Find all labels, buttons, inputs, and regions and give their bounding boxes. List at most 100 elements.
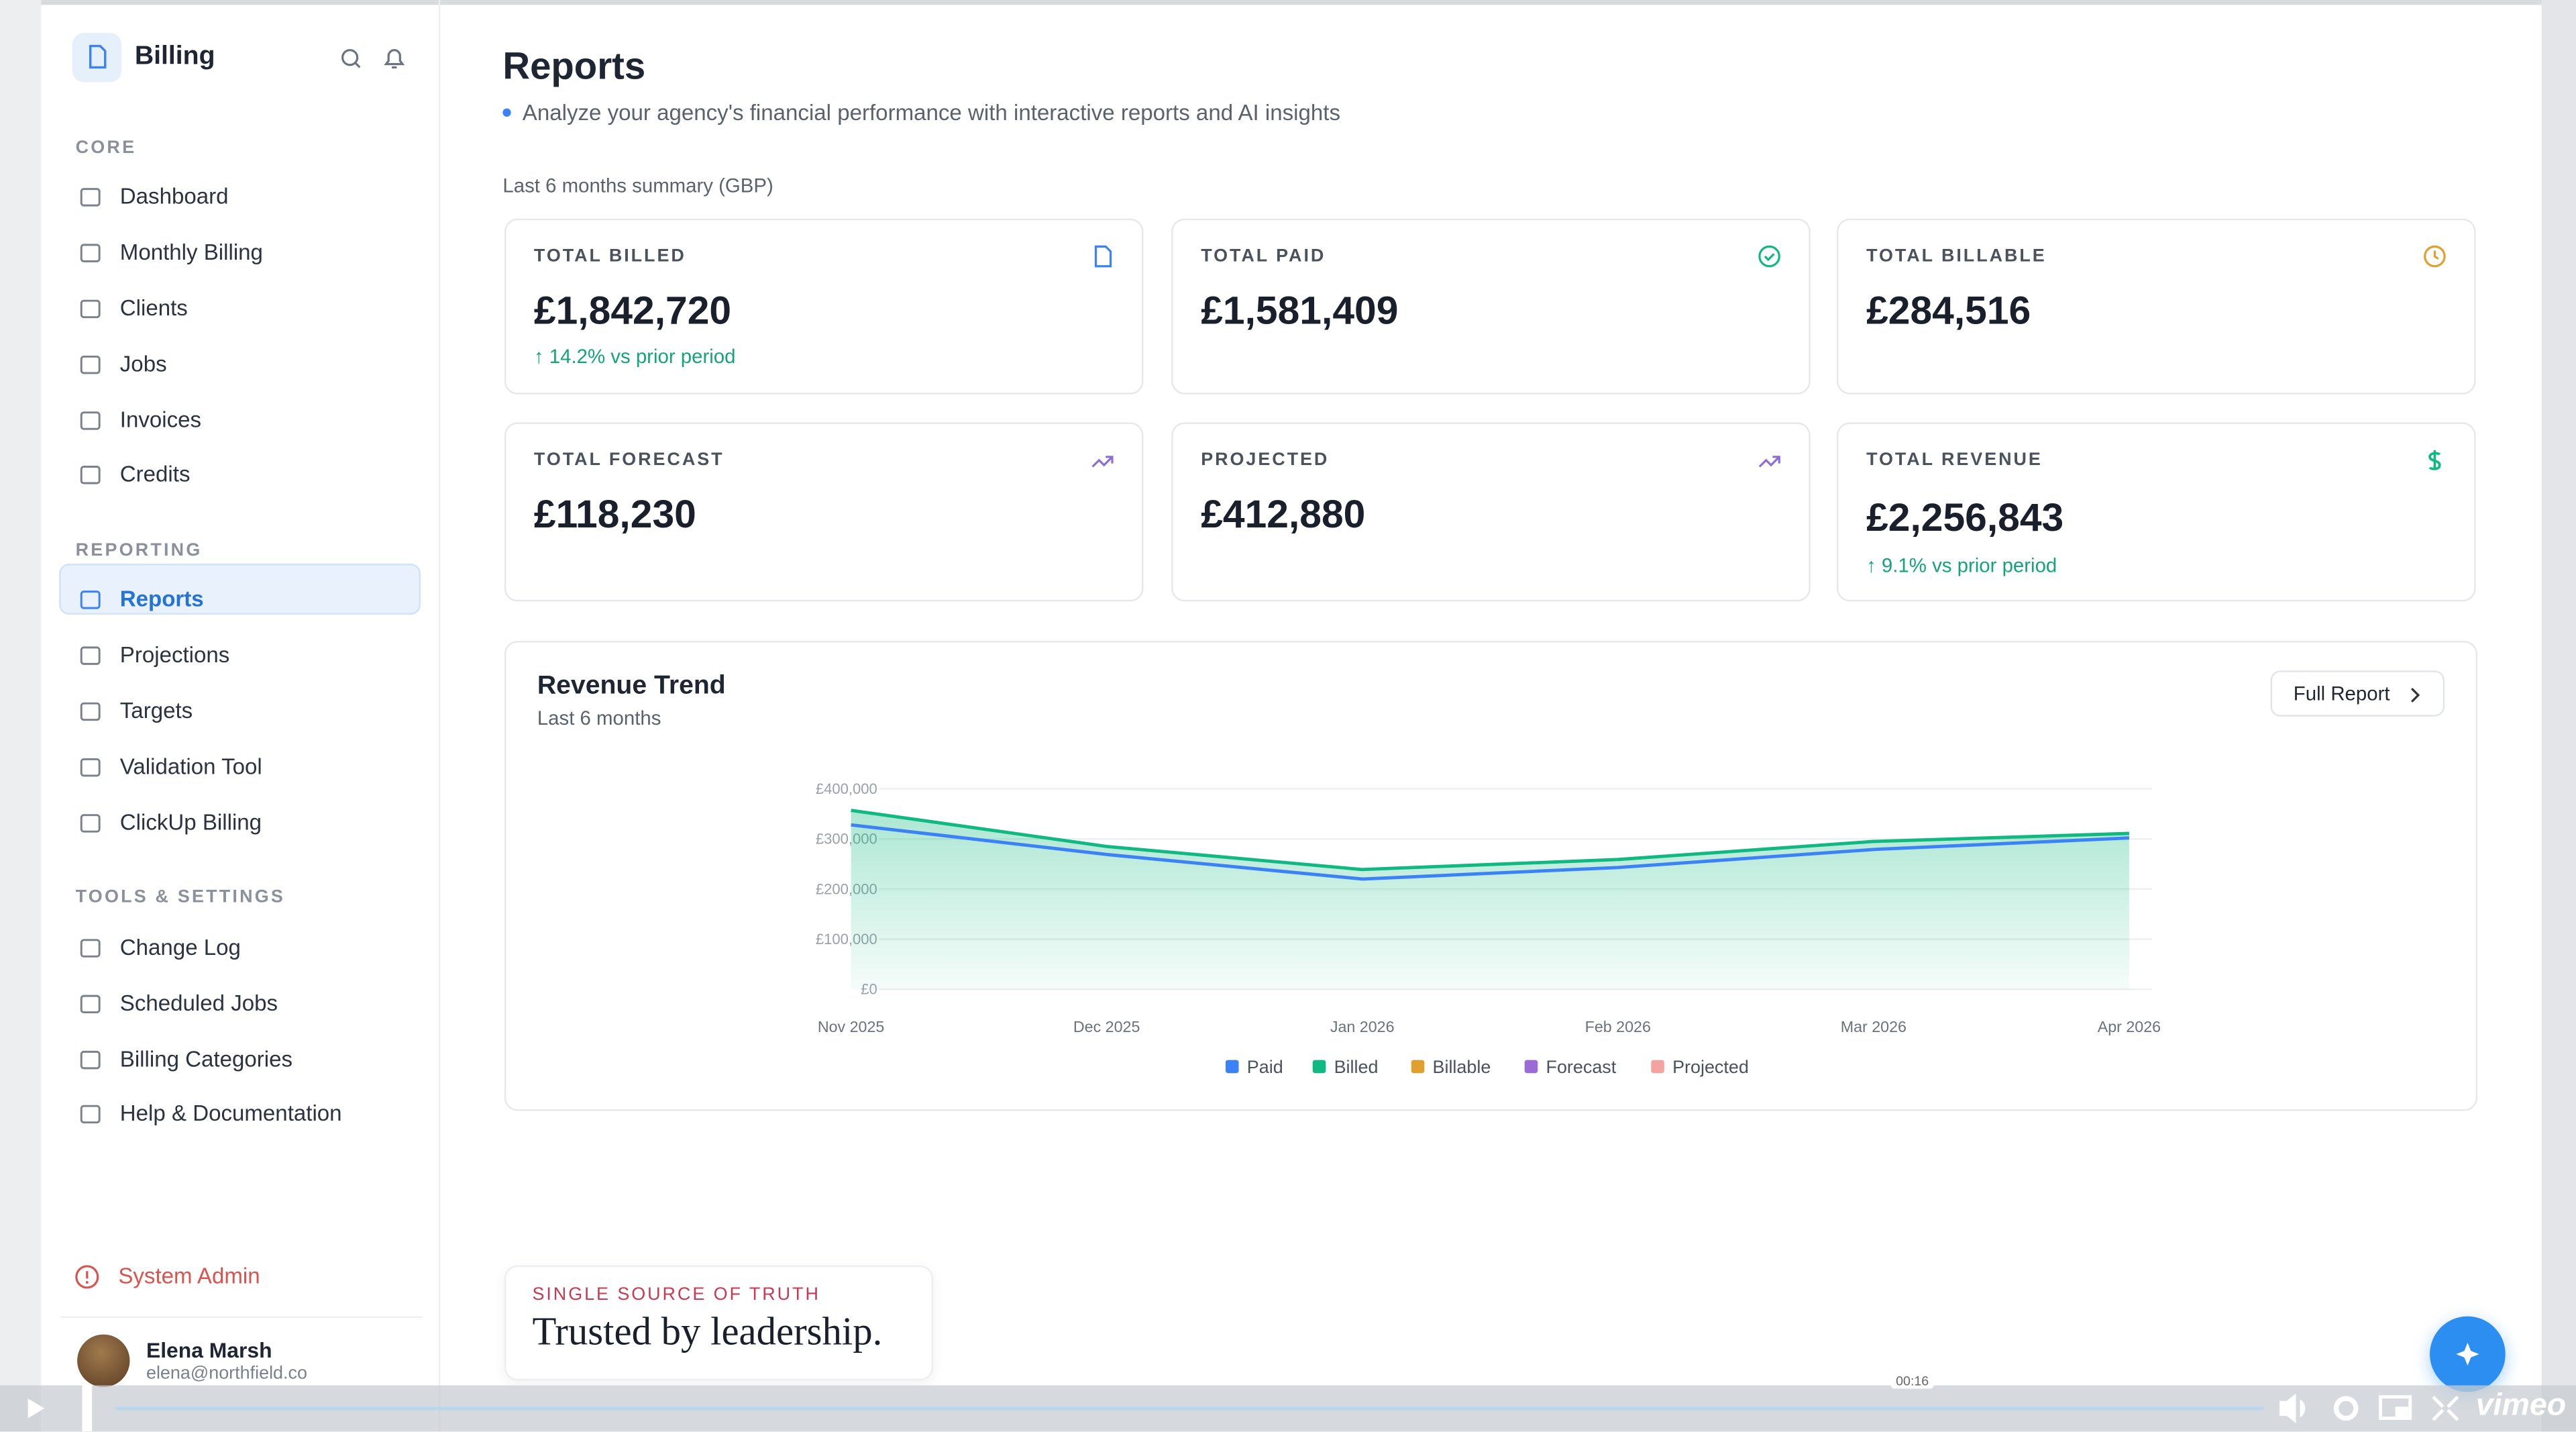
video-brand: vimeo (2475, 1388, 2567, 1423)
legend-swatch (1524, 1060, 1538, 1074)
card-label: TOTAL PAID (1201, 246, 1326, 266)
x-tick-label: Mar 2026 (1841, 1018, 1907, 1035)
nav-item[interactable]: Invoices (119, 407, 202, 433)
button-label[interactable]: Full Report (2293, 682, 2390, 705)
card-icon (1091, 456, 1114, 468)
banner-eyebrow: SINGLE SOURCE OF TRUTH (532, 1285, 820, 1305)
divider (60, 1316, 423, 1319)
nav-item[interactable]: Reports (119, 586, 204, 612)
avatar (77, 1334, 130, 1387)
nav-item[interactable]: Dashboard (119, 184, 229, 209)
card-icon (1758, 456, 1780, 468)
chevron[interactable] (2407, 687, 2423, 703)
nav-icon (80, 702, 101, 721)
legend-label: Paid (1247, 1057, 1283, 1077)
stat-card: TOTAL FORECAST £118,230 (504, 422, 1144, 602)
legend-label: Forecast (1546, 1057, 1617, 1077)
stat-card: TOTAL BILLED £1,842,720 ↑ 14.2% vs prior p… (504, 218, 1144, 395)
brand-name: Billing (134, 42, 215, 71)
x-tick-label: Dec 2025 (1073, 1018, 1140, 1035)
nav-item[interactable]: Change Log (119, 935, 241, 960)
nav-item[interactable]: Help & Documentation (119, 1101, 342, 1126)
bullet (502, 108, 511, 117)
card-value: £284,516 (1866, 289, 2031, 334)
card-value: £1,842,720 (533, 289, 732, 334)
user-email: elena@northfield.co (146, 1364, 308, 1384)
top-icons[interactable] (337, 46, 409, 72)
card-value: £412,880 (1201, 493, 1366, 538)
full-report-button[interactable]: Full Report (2270, 670, 2445, 717)
nav-item[interactable]: Scheduled Jobs (119, 990, 278, 1016)
user-name: Elena Marsh (146, 1337, 272, 1363)
banner-text: Trusted by leadership. (532, 1311, 883, 1354)
card-value: £2,256,843 (1866, 496, 2064, 541)
x-tick-label: Apr 2026 (2098, 1018, 2161, 1035)
legend-swatch (1651, 1060, 1664, 1074)
nav-item[interactable]: Clients (119, 295, 188, 321)
nav-item[interactable]: ClickUp Billing (119, 810, 262, 835)
nav-icon (80, 299, 101, 319)
nav-icon (80, 591, 101, 609)
nav-item[interactable]: Projections (119, 642, 230, 668)
card-label: PROJECTED (1201, 450, 1330, 470)
brand-logo (72, 32, 122, 83)
video-controls[interactable] (0, 1385, 2576, 1432)
nav-item[interactable]: Targets (119, 698, 193, 723)
brand-icon (89, 44, 107, 69)
card-label: TOTAL BILLED (533, 246, 686, 266)
nav-heading: CORE (75, 138, 137, 158)
card-delta: ↑ 9.1% vs prior period (1866, 554, 2057, 577)
nav-item[interactable]: Validation Tool (119, 754, 262, 779)
video-time: 00:16 (1890, 1374, 1934, 1389)
stat-card: PROJECTED £412,880 (1171, 422, 1811, 602)
x-tick-label: Nov 2025 (818, 1018, 885, 1035)
nav-icon (80, 646, 101, 665)
nav-heading: TOOLS & SETTINGS (75, 887, 286, 907)
line (851, 809, 2129, 872)
frame-left (0, 0, 42, 1432)
nav-item[interactable]: Credits (119, 462, 191, 487)
nav-icon (80, 355, 101, 374)
card-icon (2424, 245, 2446, 268)
x-tick-label: Feb 2026 (1585, 1018, 1651, 1035)
nav-icon (80, 411, 101, 430)
stat-card: TOTAL PAID £1,581,409 (1171, 218, 1811, 395)
y-tick-label: £400,000 (816, 780, 877, 797)
nav-item[interactable]: Jobs (119, 352, 167, 376)
nav-icon (80, 994, 101, 1014)
nav-icon (80, 244, 101, 262)
nav-icon (80, 1050, 101, 1070)
banner (504, 1265, 934, 1381)
card-label: TOTAL FORECAST (533, 450, 724, 470)
legend-label: Billed (1334, 1057, 1379, 1077)
frame-right (2541, 0, 2576, 1432)
card-icon (1758, 245, 1780, 268)
summary-label: Last 6 months summary (GBP) (502, 174, 773, 197)
nav-heading: REPORTING (75, 540, 203, 561)
nav-icon (80, 814, 101, 833)
legend-swatch (1225, 1060, 1239, 1074)
x-tick-label: Jan 2026 (1330, 1018, 1395, 1035)
nav-icon (80, 188, 101, 207)
sidebar-border (438, 0, 441, 1432)
chart-panel (504, 641, 2478, 1111)
legend-label: Billable (1433, 1057, 1491, 1077)
nav-item[interactable]: Monthly Billing (119, 240, 263, 265)
admin-icon (75, 1265, 99, 1289)
line (851, 823, 2130, 881)
page-title: Reports (502, 44, 646, 87)
nav-item[interactable]: Billing Categories (119, 1047, 293, 1072)
legend-swatch (1411, 1060, 1425, 1074)
nav-icon (80, 758, 101, 777)
admin-link[interactable]: System Admin (118, 1264, 260, 1289)
legend-label: Projected (1672, 1057, 1749, 1077)
card-value: £118,230 (533, 493, 696, 538)
chart-subtitle: Last 6 months (537, 707, 661, 730)
ai-button[interactable] (2430, 1316, 2506, 1392)
card-icon (1094, 245, 1112, 268)
sparkle-icon[interactable] (2430, 1317, 2506, 1392)
card-delta: ↑ 14.2% vs prior period (533, 345, 736, 368)
nav-icon (80, 939, 101, 958)
frame-top (0, 0, 2576, 5)
